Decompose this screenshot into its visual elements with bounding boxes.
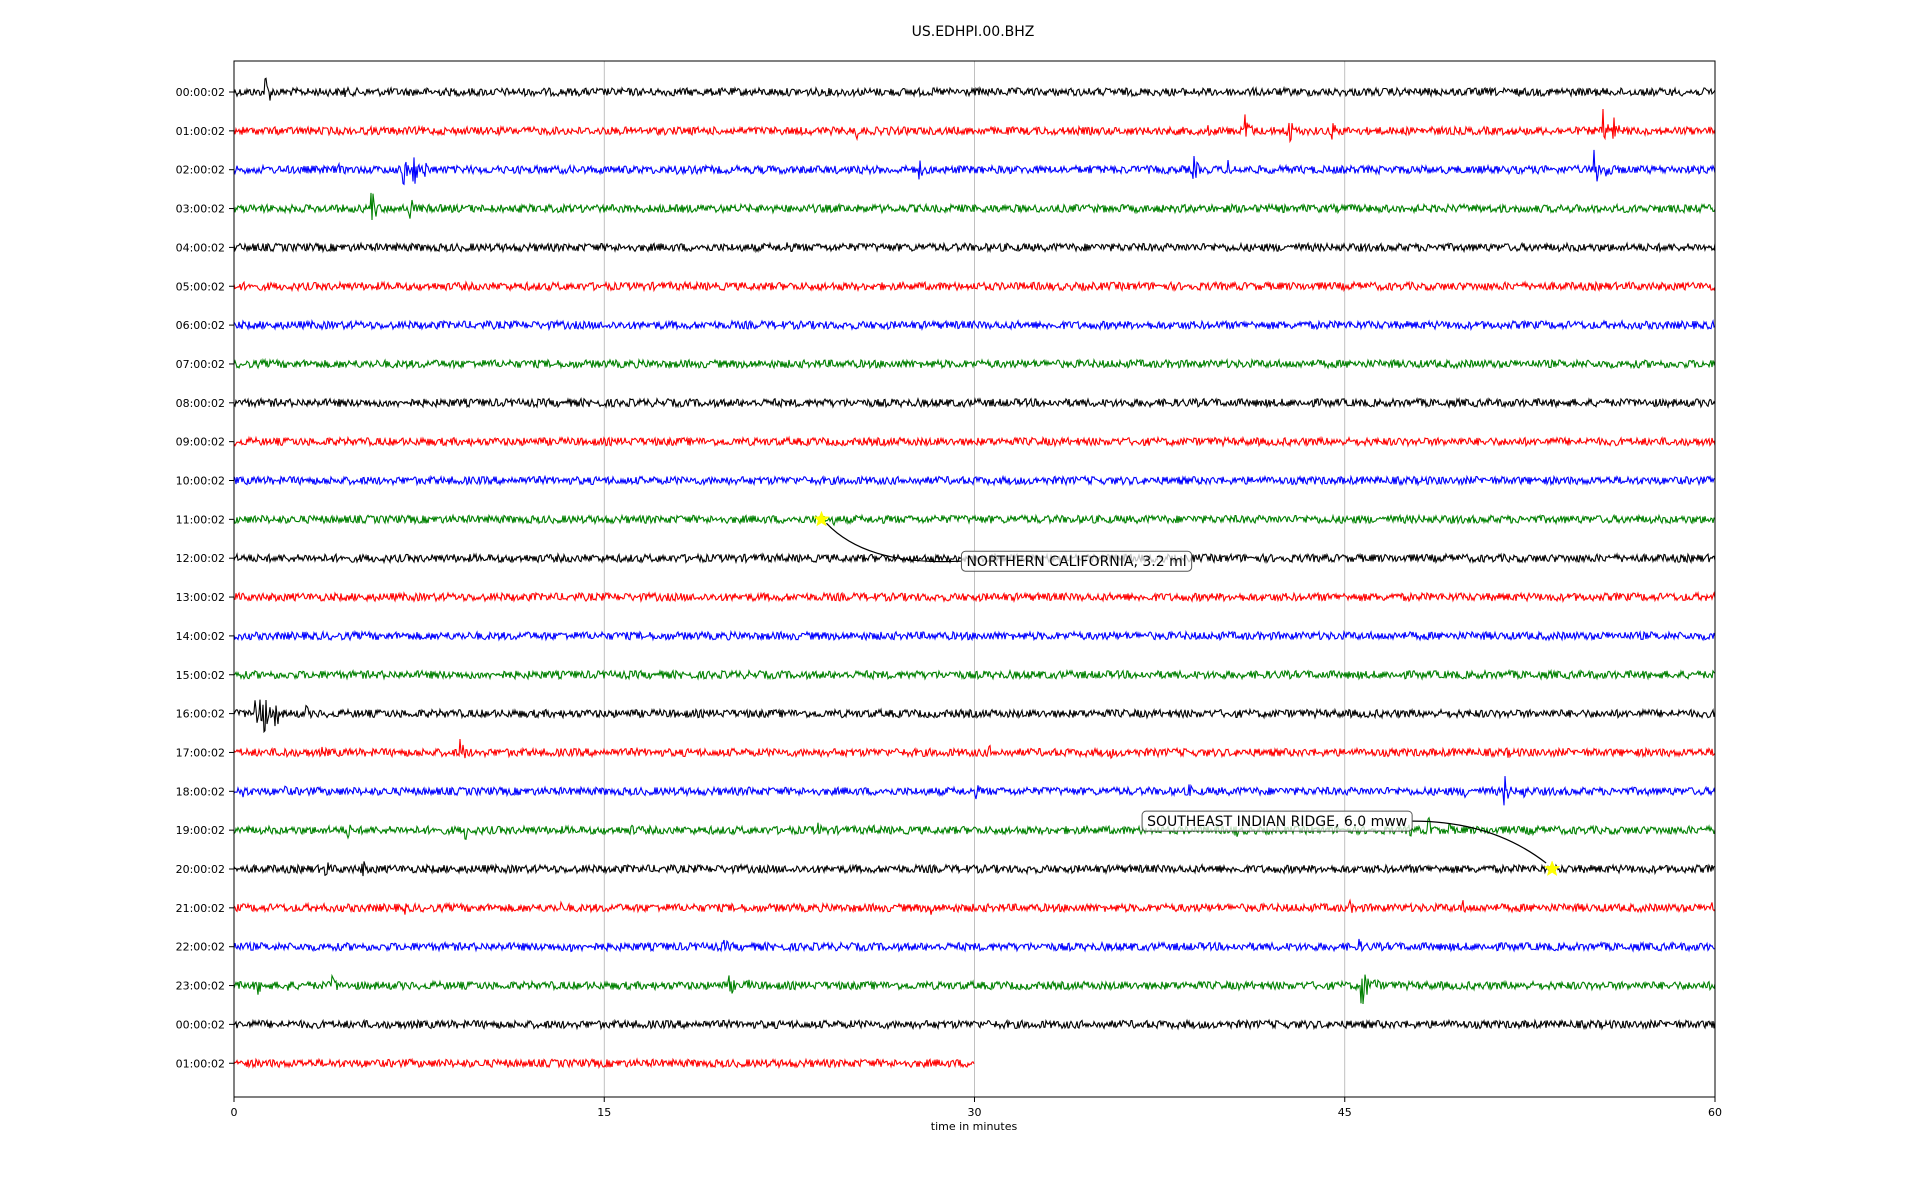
trace-7 [233, 357, 1716, 370]
traces [233, 77, 1716, 1070]
row-time-label: 11:00:02 [176, 513, 225, 526]
x-tick-label: 0 [231, 1106, 238, 1119]
trace-6 [233, 319, 1716, 332]
grid-lines [603, 61, 1346, 1097]
trace-13 [233, 590, 1716, 604]
trace-17 [233, 738, 1716, 760]
row-time-label: 22:00:02 [176, 941, 225, 954]
trace-5 [233, 280, 1716, 293]
row-time-label: 10:00:02 [176, 475, 225, 488]
row-time-label: 05:00:02 [176, 280, 225, 293]
row-time-label: 09:00:02 [176, 436, 225, 449]
x-tick-label: 45 [1338, 1106, 1352, 1119]
row-time-label: 21:00:02 [176, 902, 225, 915]
trace-22 [233, 938, 1716, 953]
trace-23 [233, 973, 1716, 1005]
trace-21 [233, 898, 1716, 915]
row-time-label: 18:00:02 [176, 785, 225, 798]
chart-title: US.EDHPI.00.BHZ [912, 24, 1035, 40]
x-tick-label: 30 [968, 1106, 982, 1119]
row-time-label: 16:00:02 [176, 708, 225, 721]
row-time-label: 06:00:02 [176, 319, 225, 332]
row-time-label: 19:00:02 [176, 824, 225, 837]
row-time-label: 14:00:02 [176, 630, 225, 643]
trace-3 [233, 192, 1716, 221]
event-annotation: NORTHERN CALIFORNIA, 3.2 ml [813, 510, 1193, 572]
row-time-label: 23:00:02 [176, 980, 225, 993]
event-annotation: SOUTHEAST INDIAN RIDGE, 6.0 mww [1141, 810, 1561, 877]
event-annotations: NORTHERN CALIFORNIA, 3.2 ml SOUTHEAST IND… [813, 510, 1561, 877]
row-time-label: 20:00:02 [176, 863, 225, 876]
event-annotation-label: SOUTHEAST INDIAN RIDGE, 6.0 mww [1147, 814, 1407, 830]
annotation-connector [826, 522, 962, 563]
trace-14 [233, 629, 1716, 642]
trace-16 [233, 699, 1716, 734]
annotation-connector [1412, 820, 1547, 864]
x-tick-label: 15 [597, 1106, 611, 1119]
row-time-label: 12:00:02 [176, 552, 225, 565]
row-time-label: 01:00:02 [176, 1057, 225, 1070]
row-time-label: 02:00:02 [176, 164, 225, 177]
plot-frame [233, 60, 1716, 1098]
trace-4 [233, 241, 1716, 254]
row-time-label: 00:00:02 [176, 86, 225, 99]
row-time-label: 08:00:02 [176, 397, 225, 410]
trace-15 [233, 668, 1716, 681]
row-time-label: 04:00:02 [176, 241, 225, 254]
trace-24 [233, 1018, 1716, 1031]
trace-18 [233, 776, 1716, 806]
trace-10 [233, 474, 1716, 487]
x-axis-ticks: 0 15 30 45 60 [231, 1097, 1722, 1119]
row-time-label: 17:00:02 [176, 746, 225, 759]
row-time-label: 15:00:02 [176, 669, 225, 682]
annotation-box [960, 550, 1193, 572]
row-time-label: 00:00:02 [176, 1018, 225, 1031]
x-axis-label: time in minutes [931, 1120, 1018, 1133]
row-time-label: 03:00:02 [176, 203, 225, 216]
trace-20 [233, 861, 1716, 877]
trace-19 [233, 816, 1716, 841]
trace-25 [233, 1057, 975, 1070]
row-time-label: 13:00:02 [176, 591, 225, 604]
trace-8 [233, 397, 1716, 409]
row-time-labels: 00:00:02 01:00:02 02:00:02 03:00:02 04:00:02… [176, 86, 234, 1070]
trace-2 [233, 149, 1716, 186]
event-star-marker [813, 510, 830, 527]
event-star-marker [1543, 860, 1561, 877]
trace-9 [233, 435, 1716, 448]
row-time-label: 07:00:02 [176, 358, 225, 371]
event-annotation-label: NORTHERN CALIFORNIA, 3.2 ml [966, 554, 1186, 570]
row-time-label: 01:00:02 [176, 125, 225, 138]
trace-0 [233, 77, 1716, 101]
trace-1 [233, 108, 1716, 144]
x-tick-label: 60 [1708, 1106, 1722, 1119]
trace-11 [233, 513, 1716, 527]
annotation-box [1141, 810, 1413, 832]
